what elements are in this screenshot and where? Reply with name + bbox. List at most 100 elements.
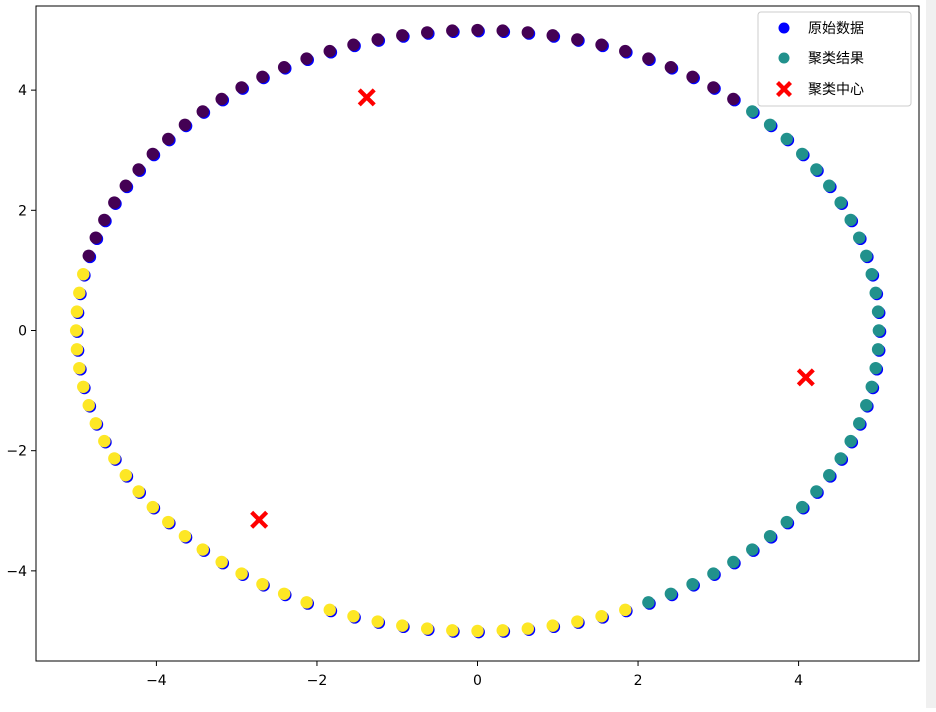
cluster-point	[642, 596, 655, 609]
scrollbar-track[interactable]	[926, 0, 936, 708]
cluster-point	[420, 26, 434, 39]
legend-marker-centers	[776, 81, 792, 97]
cluster-point	[323, 44, 336, 58]
cluster-point	[277, 587, 291, 600]
cluster-point	[496, 24, 509, 37]
cluster-point	[664, 587, 678, 600]
cluster-point	[73, 286, 86, 300]
cluster-point	[256, 70, 269, 84]
cluster-centers	[250, 88, 815, 529]
cluster-point	[546, 619, 559, 632]
cluster-point	[865, 380, 878, 393]
cluster-point	[256, 577, 269, 591]
cluster-point	[619, 44, 632, 58]
y-tick-label: −4	[6, 564, 27, 580]
cluster-point	[82, 249, 95, 262]
cluster-point	[371, 615, 384, 628]
x-tick-label: −4	[146, 673, 167, 689]
cluster-point	[162, 132, 175, 146]
cluster-point	[98, 434, 111, 448]
cluster-point	[796, 147, 809, 161]
cluster-point	[215, 555, 228, 569]
cluster-point	[146, 147, 159, 161]
cluster-point	[300, 596, 313, 609]
cluster-point	[89, 417, 102, 430]
legend-marker-clusters	[778, 52, 790, 64]
legend: 原始数据 聚类结果 聚类中心	[757, 11, 912, 107]
cluster-point	[347, 610, 360, 623]
cluster-point	[196, 105, 209, 118]
cluster-point	[571, 615, 584, 628]
cluster-point	[763, 118, 777, 132]
cluster-point	[108, 196, 121, 209]
cluster-point	[119, 469, 132, 482]
cluster-point	[860, 249, 873, 262]
cluster-point	[70, 305, 84, 318]
cluster-point	[119, 179, 132, 192]
cluster-point	[98, 213, 111, 227]
axis-ticks: −4 −2 0 2 4 −4 −2 0 2 4	[6, 83, 803, 689]
x-tick-label: 2	[634, 673, 643, 689]
cluster-point	[471, 624, 484, 638]
cluster-point	[871, 305, 885, 318]
cluster-point	[844, 213, 857, 227]
cluster-point	[727, 92, 740, 106]
cluster-point	[823, 469, 836, 482]
cluster-point	[796, 500, 809, 514]
cluster-point	[446, 24, 459, 37]
cluster-point	[396, 29, 409, 42]
cluster-point	[872, 324, 886, 337]
cluster-point	[853, 417, 866, 430]
cluster-point	[371, 33, 384, 46]
cluster-point	[707, 567, 720, 580]
cluster-point	[215, 92, 228, 106]
cluster-point	[77, 380, 90, 393]
cluster-point	[619, 603, 632, 617]
y-tick-label: 4	[18, 83, 27, 99]
y-tick-label: 0	[18, 323, 27, 339]
cluster-center-marker	[796, 368, 815, 387]
cluster-point	[746, 543, 759, 556]
cluster-point	[869, 286, 882, 300]
cluster-point	[834, 452, 847, 465]
cluster-point	[396, 619, 409, 632]
cluster-point	[869, 361, 882, 375]
cluster-point	[844, 434, 857, 448]
cluster-point	[235, 567, 248, 580]
cluster-point	[727, 555, 740, 569]
y-tick-label: 2	[18, 203, 27, 219]
cluster-point	[446, 624, 459, 637]
legend-label-original: 原始数据	[808, 21, 864, 37]
cluster-point	[146, 500, 159, 514]
cluster-point	[823, 179, 836, 192]
cluster-point	[871, 343, 885, 356]
cluster-point	[496, 624, 509, 637]
cluster-point	[82, 399, 95, 412]
cluster-point	[865, 267, 878, 281]
cluster-point	[277, 61, 291, 74]
cluster-point	[521, 26, 535, 39]
cluster-point	[810, 485, 823, 498]
data-points	[69, 23, 887, 639]
x-tick-label: 0	[473, 673, 482, 689]
cluster-point	[763, 529, 777, 543]
legend-label-centers: 聚类中心	[808, 82, 864, 98]
cluster-point	[235, 81, 248, 94]
cluster-point	[860, 399, 873, 412]
cluster-point	[347, 38, 360, 51]
y-tick-label: −2	[6, 444, 27, 460]
cluster-point	[686, 577, 699, 591]
cluster-center-marker	[357, 88, 376, 107]
cluster-point	[834, 196, 847, 209]
legend-label-clusters: 聚类结果	[808, 51, 864, 67]
cluster-point	[77, 267, 90, 281]
x-tick-label: 4	[794, 673, 803, 689]
legend-box	[757, 11, 912, 107]
cluster-point	[686, 70, 699, 84]
cluster-point	[300, 52, 313, 65]
cluster-point	[595, 610, 608, 623]
cluster-point	[69, 324, 83, 337]
legend-marker-original	[778, 22, 790, 34]
cluster-point	[73, 361, 86, 375]
